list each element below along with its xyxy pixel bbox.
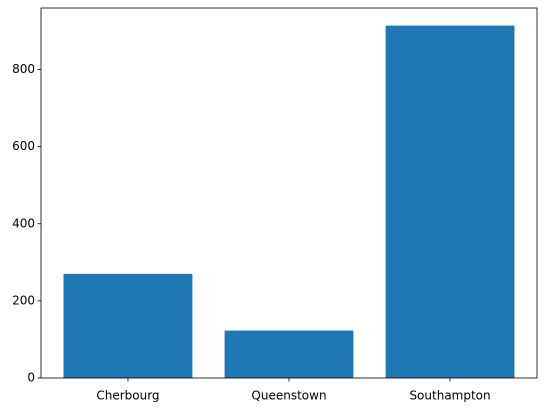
x-tick-label: Southampton <box>409 389 490 403</box>
y-tick-label: 0 <box>27 371 35 385</box>
bar <box>385 25 515 378</box>
bar <box>224 330 354 378</box>
y-tick-label: 600 <box>12 139 35 153</box>
y-tick-label: 400 <box>12 216 35 230</box>
bar <box>63 273 193 378</box>
x-tick-label: Cherbourg <box>96 389 159 403</box>
y-tick-label: 800 <box>12 62 35 76</box>
axes-frame <box>40 7 538 379</box>
y-tick-label: 200 <box>12 293 35 307</box>
x-tick-label: Queenstown <box>251 389 326 403</box>
